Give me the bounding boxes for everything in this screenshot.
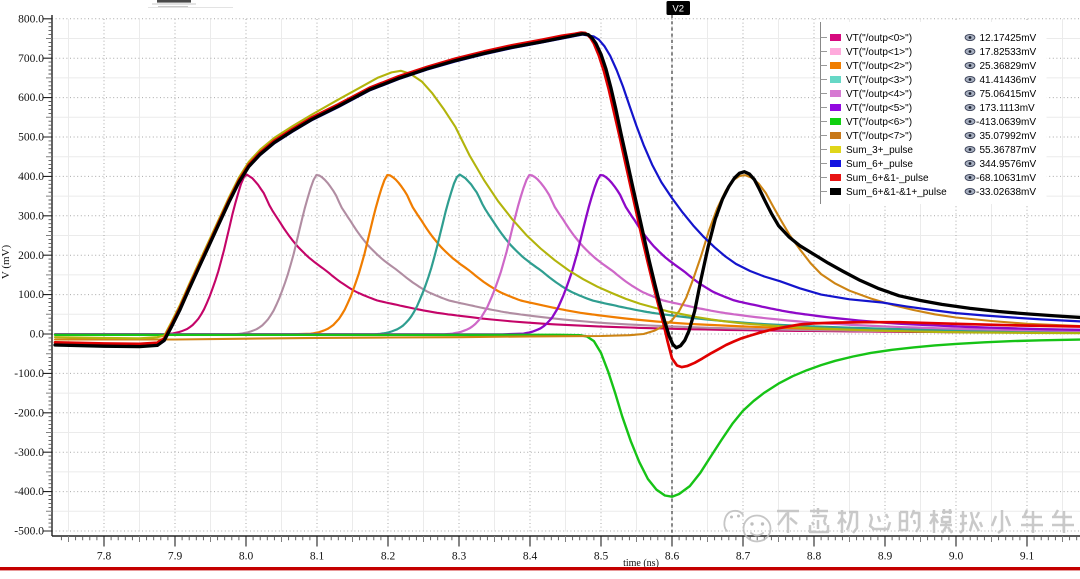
svg-text:400.0: 400.0 — [18, 171, 44, 183]
svg-text:Sum_6+&1-_pulse: Sum_6+&1-_pulse — [846, 173, 929, 184]
svg-text:55.36787mV: 55.36787mV — [980, 145, 1037, 156]
svg-text:Sum_6+&1-&1+_pulse: Sum_6+&1-&1+_pulse — [846, 187, 947, 198]
svg-text:12.17425mV: 12.17425mV — [980, 33, 1037, 44]
svg-text:-33.02638mV: -33.02638mV — [976, 187, 1036, 198]
svg-text:Sum_3+_pulse: Sum_3+_pulse — [846, 145, 913, 156]
svg-text:300.0: 300.0 — [18, 210, 44, 222]
svg-text:8.9: 8.9 — [878, 551, 893, 563]
svg-text:9.0: 9.0 — [949, 551, 964, 563]
svg-text:75.06415mV: 75.06415mV — [980, 89, 1037, 100]
svg-text:0.0: 0.0 — [30, 329, 45, 341]
svg-text:200.0: 200.0 — [18, 250, 44, 262]
svg-text:700.0: 700.0 — [18, 53, 44, 65]
svg-text:800.0: 800.0 — [18, 13, 44, 25]
svg-text:8.8: 8.8 — [807, 551, 822, 563]
svg-text:VT("/outp<6>"): VT("/outp<6>") — [846, 117, 912, 128]
svg-text:8.4: 8.4 — [523, 551, 538, 563]
svg-text:VT("/outp<4>"): VT("/outp<4>") — [846, 89, 912, 100]
svg-text:500.0: 500.0 — [18, 132, 44, 144]
svg-text:VT("/outp<2>"): VT("/outp<2>") — [846, 61, 912, 72]
svg-text:9.1: 9.1 — [1020, 551, 1035, 563]
svg-text:173.1113mV: 173.1113mV — [980, 103, 1036, 114]
svg-text:-300.0: -300.0 — [14, 447, 44, 459]
svg-text:VT("/outp<1>"): VT("/outp<1>") — [846, 47, 912, 58]
svg-text:Sum_6+_pulse: Sum_6+_pulse — [846, 159, 913, 170]
svg-text:-500.0: -500.0 — [14, 526, 44, 538]
svg-text:7.8: 7.8 — [97, 551, 112, 563]
svg-text:VT("/outp<3>"): VT("/outp<3>") — [846, 75, 912, 86]
svg-text:-200.0: -200.0 — [14, 407, 44, 419]
svg-text:344.9576mV: 344.9576mV — [980, 159, 1037, 170]
svg-text:8.0: 8.0 — [239, 551, 254, 563]
svg-text:25.36829mV: 25.36829mV — [980, 61, 1037, 72]
svg-text:8.7: 8.7 — [736, 551, 751, 563]
svg-text:-100.0: -100.0 — [14, 368, 44, 380]
svg-text:8.1: 8.1 — [310, 551, 325, 563]
svg-text:-68.10631mV: -68.10631mV — [976, 173, 1036, 184]
svg-text:V2: V2 — [672, 4, 684, 15]
svg-text:17.82533mV: 17.82533mV — [980, 47, 1037, 58]
svg-text:8.5: 8.5 — [594, 551, 609, 563]
svg-text:V (mV): V (mV) — [0, 245, 12, 280]
svg-text:8.6: 8.6 — [665, 551, 680, 563]
svg-text:VT("/outp<5>"): VT("/outp<5>") — [846, 103, 912, 114]
svg-text:8.2: 8.2 — [381, 551, 396, 563]
svg-text:8.3: 8.3 — [452, 551, 467, 563]
svg-text:100.0: 100.0 — [18, 289, 44, 301]
svg-text:35.07992mV: 35.07992mV — [980, 131, 1037, 142]
svg-text:600.0: 600.0 — [18, 92, 44, 104]
svg-text:VT("/outp<0>"): VT("/outp<0>") — [846, 33, 912, 44]
svg-text:7.9: 7.9 — [168, 551, 183, 563]
svg-text:VT("/outp<7>"): VT("/outp<7>") — [846, 131, 912, 142]
svg-text:time (ns): time (ns) — [623, 558, 659, 569]
svg-text:-413.0639mV: -413.0639mV — [976, 117, 1036, 128]
svg-text:-400.0: -400.0 — [14, 486, 44, 498]
svg-text:41.41436mV: 41.41436mV — [980, 75, 1037, 86]
